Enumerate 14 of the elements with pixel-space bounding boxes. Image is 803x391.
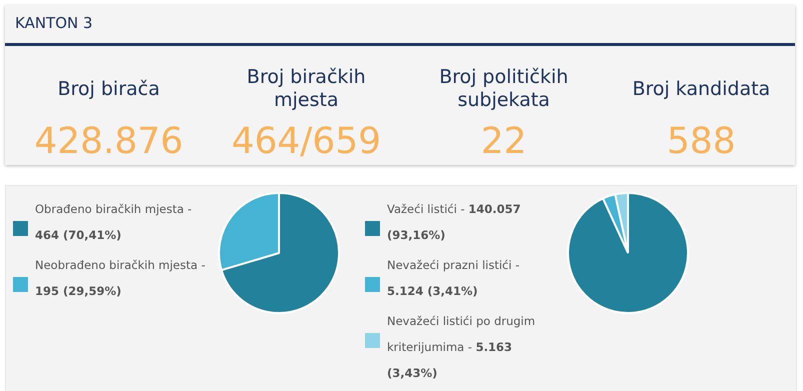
category-label: Broj kandidata	[631, 78, 772, 100]
category-label: Važeći listići - 140.057 (93,16%)	[387, 202, 521, 242]
legend-label: Neobrađeno biračkih mjesta - 195 (29,59%)	[34, 257, 206, 300]
category-label: Nevažeći listići po drugim kriterijumima - 5.163 (3,43%)	[387, 314, 536, 380]
category-label: Broj birača	[56, 78, 161, 100]
legend-label: Obrađeno biračkih mjesta - 464 (70,41%)	[34, 201, 193, 244]
category-label: Broj biračkih mjesta	[246, 66, 367, 112]
text: 588	[666, 121, 736, 162]
legend-label: Nevažeći prazni listići - 5.124 (3,41%)	[386, 257, 520, 300]
text: 464/659	[231, 121, 382, 162]
text: KANTON 3	[15, 14, 93, 32]
category-label: Broj političkih subjekata	[438, 66, 570, 112]
text: 428.876	[34, 121, 184, 162]
text: 22	[480, 121, 527, 162]
